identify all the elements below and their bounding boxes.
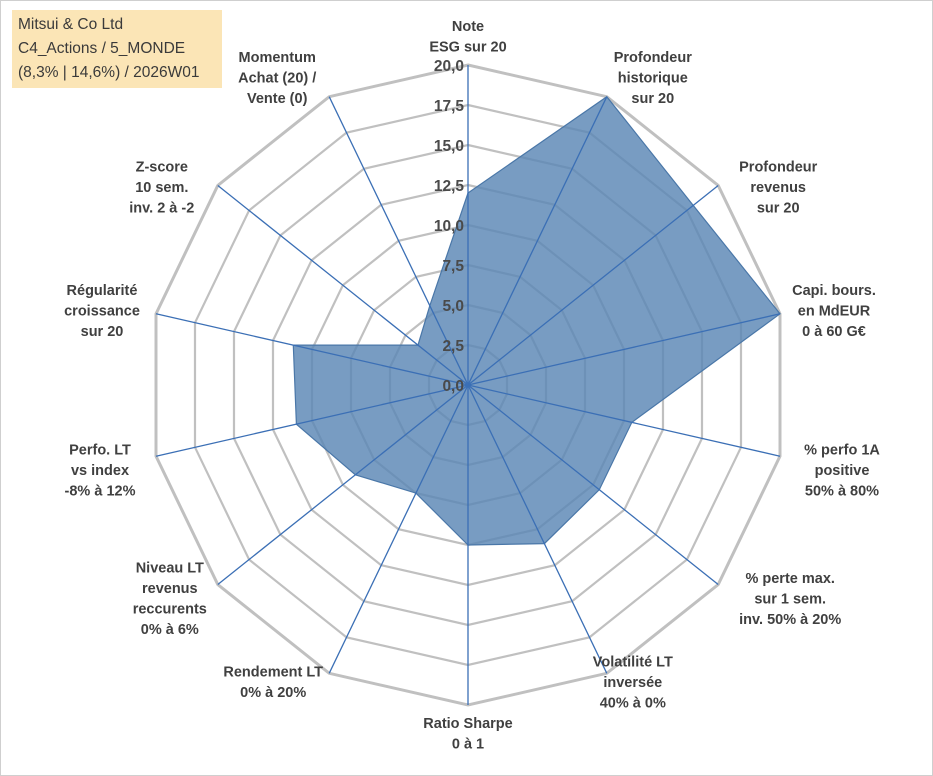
spoke-line: [155, 384, 469, 457]
category-label-line: historique: [618, 71, 688, 87]
tick-label-layer: 0,0 2,5 5,0 7,5 10,0 12,5 15,0 17,5 20,0: [434, 58, 465, 395]
tick-label: 7,5: [442, 258, 464, 275]
category-label-line: Perfo. LT: [69, 443, 131, 459]
category-label-line: inversée: [603, 675, 662, 691]
spoke-layer: [155, 65, 781, 705]
category-label-line: 10 sem.: [135, 180, 188, 196]
category-label-line: Vente (0): [247, 91, 308, 107]
category-label-line: sur 20: [631, 91, 674, 107]
category-label: Profondeur historique sur 20: [614, 50, 692, 107]
spoke-line: [155, 313, 469, 386]
spoke-line: [467, 384, 719, 586]
category-label: Volatilité LT inversée 40% à 0%: [593, 654, 673, 711]
title-line-1: Mitsui & Co Ltd: [18, 16, 124, 33]
tick-label: 2,5: [442, 338, 464, 355]
category-label-line: croissance: [64, 303, 140, 319]
series-area: [292, 95, 781, 546]
category-label-line: reccurents: [133, 602, 207, 618]
tick-label: 20,0: [434, 58, 464, 75]
category-label-line: Momentum: [239, 50, 316, 66]
category-label-line: Achat (20) /: [238, 71, 316, 87]
title-box: Mitsui & Co Ltd C4_Actions / 5_MONDE (8,…: [12, 10, 222, 88]
category-label: % perfo 1A positive 50% à 80%: [804, 443, 880, 500]
spoke-line: [467, 96, 608, 386]
category-label-line: revenus: [142, 581, 198, 597]
category-label-line: 0% à 20%: [240, 685, 306, 701]
category-label-line: sur 1 sem.: [754, 591, 826, 607]
category-label-line: inv. 2 à -2: [129, 201, 194, 217]
category-label-line: Capi. bours.: [792, 283, 876, 299]
category-label: Z-score 10 sem. inv. 2 à -2: [129, 160, 194, 217]
category-label: Perfo. LT vs index -8% à 12%: [65, 443, 136, 500]
category-label-line: 0% à 6%: [141, 622, 199, 638]
title-line-2: C4_Actions / 5_MONDE: [18, 40, 186, 57]
category-label-line: % perfo 1A: [804, 443, 880, 459]
category-label: Niveau LT revenus reccurents 0% à 6%: [133, 561, 207, 639]
category-label-line: positive: [815, 463, 870, 479]
category-label-line: Rendement LT: [223, 664, 323, 680]
category-label: Ratio Sharpe 0 à 1: [423, 716, 512, 753]
category-label-line: ESG sur 20: [429, 40, 506, 56]
tick-label: 0,0: [442, 378, 464, 395]
category-label-line: sur 20: [757, 201, 800, 217]
category-label-line: Profondeur: [614, 50, 692, 66]
category-label-line: 0 à 1: [452, 737, 484, 753]
category-label-line: 40% à 0%: [600, 695, 666, 711]
category-label-line: % perte max.: [745, 571, 834, 587]
spoke-line: [217, 384, 469, 586]
category-label-layer: Note ESG sur 20 Profondeur historique sur 20…: [64, 19, 880, 753]
spoke-line: [467, 184, 719, 386]
spoke-line: [467, 313, 781, 386]
spoke-line: [467, 384, 781, 457]
tick-label: 17,5: [434, 98, 465, 115]
category-label: Rendement LT 0% à 20%: [223, 664, 323, 701]
category-label: % perte max. sur 1 sem. inv. 50% à 20%: [739, 571, 841, 628]
tick-label: 5,0: [442, 298, 464, 315]
spoke-line: [328, 384, 469, 674]
tick-label: 10,0: [434, 218, 464, 235]
category-label-line: revenus: [750, 180, 806, 196]
category-label-line: 0 à 60 G€: [802, 324, 866, 340]
category-label: Régularité croissance sur 20: [64, 283, 140, 340]
category-label-line: Niveau LT: [136, 561, 204, 577]
category-label-line: Profondeur: [739, 160, 817, 176]
category-label: Capi. bours. en MdEUR 0 à 60 G€: [792, 283, 876, 340]
category-label-line: Note: [452, 19, 484, 35]
category-label: Profondeur revenus sur 20: [739, 160, 817, 217]
series-area-layer: [292, 95, 781, 546]
category-label: Momentum Achat (20) / Vente (0): [238, 50, 316, 107]
category-label-line: en MdEUR: [798, 303, 871, 319]
tick-label: 15,0: [434, 138, 464, 155]
spoke-line: [328, 96, 469, 386]
category-label-line: sur 20: [81, 324, 124, 340]
category-label-line: Régularité: [67, 283, 138, 299]
tick-label: 12,5: [434, 178, 465, 195]
category-label-line: Volatilité LT: [593, 654, 673, 670]
title-line-3: (8,3% | 14,6%) / 2026W01: [18, 64, 200, 81]
category-label: Note ESG sur 20: [429, 19, 506, 56]
spoke-line: [217, 184, 469, 386]
category-label-line: vs index: [71, 463, 129, 479]
category-label-line: 50% à 80%: [805, 484, 879, 500]
spoke-line: [467, 384, 608, 674]
category-label-line: inv. 50% à 20%: [739, 612, 841, 628]
category-label-line: Z-score: [136, 160, 188, 176]
category-label-line: -8% à 12%: [65, 484, 136, 500]
category-label-line: Ratio Sharpe: [423, 716, 512, 732]
